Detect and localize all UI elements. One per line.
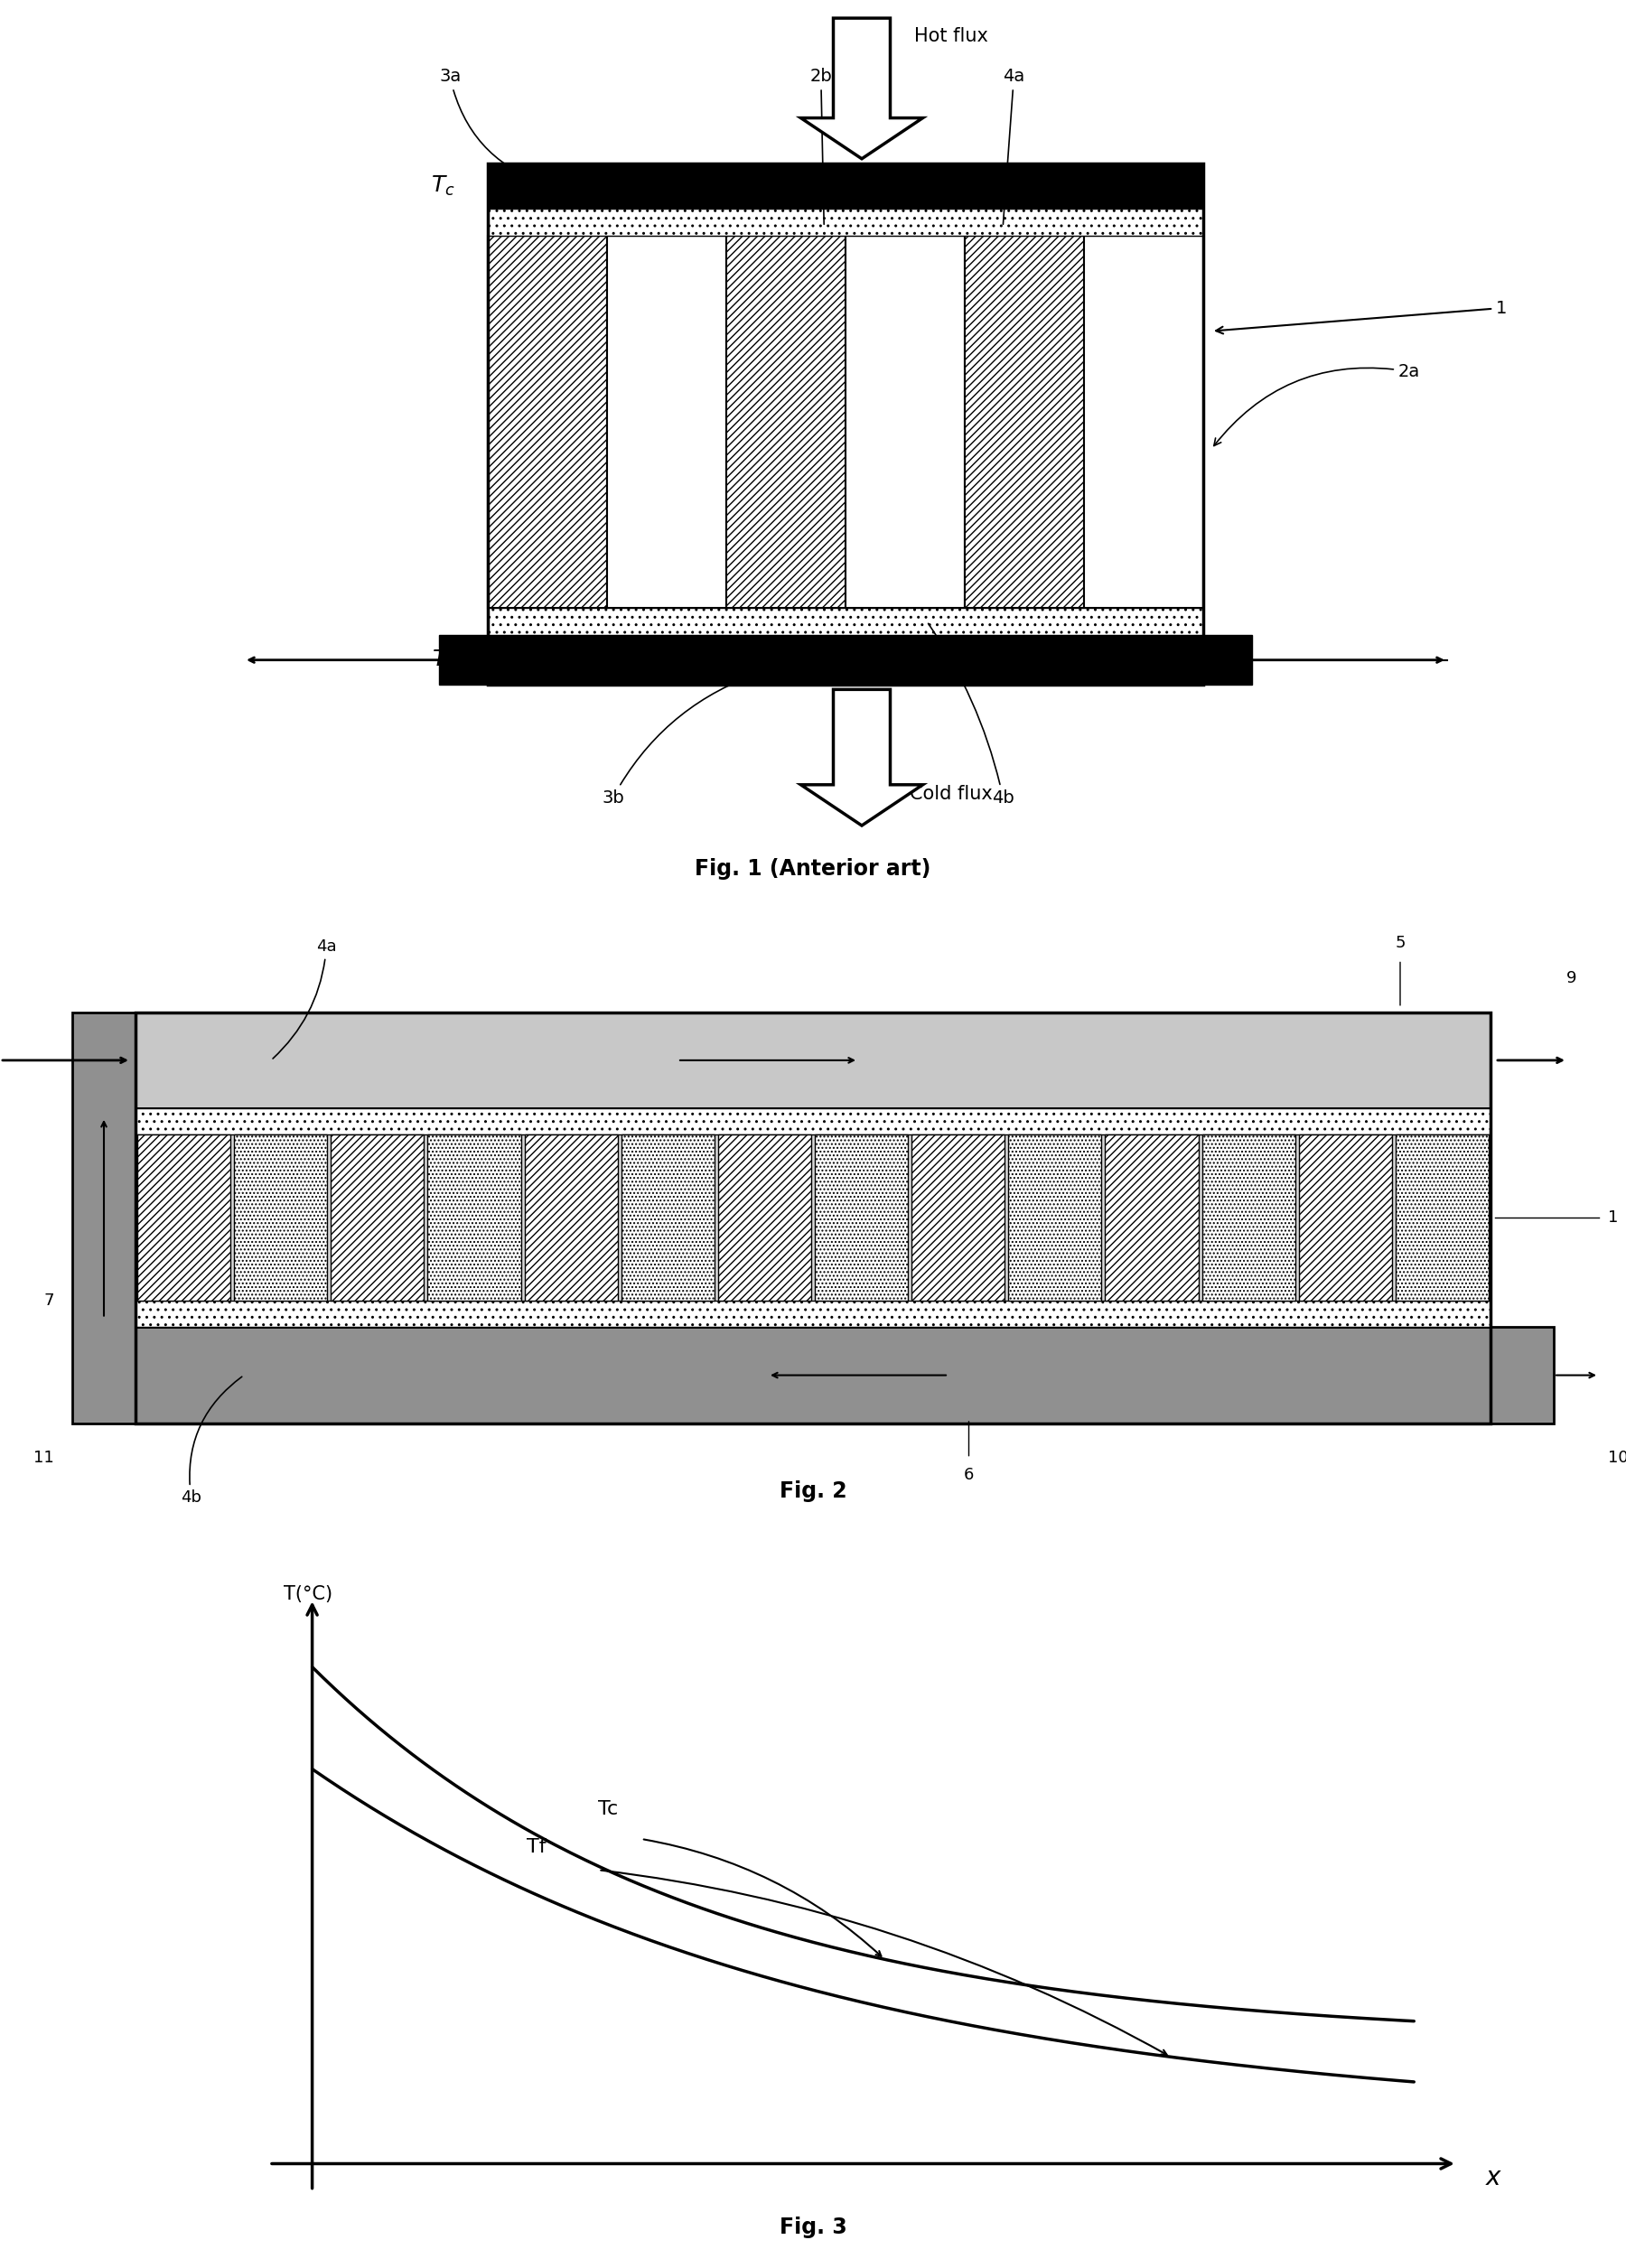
Text: Cold flux: Cold flux bbox=[911, 785, 992, 803]
Text: 4a: 4a bbox=[273, 939, 337, 1059]
Text: Fig. 1 (Anterior art): Fig. 1 (Anterior art) bbox=[694, 857, 932, 880]
Text: 11: 11 bbox=[34, 1449, 54, 1465]
Text: 4b: 4b bbox=[180, 1377, 242, 1506]
Text: Tf: Tf bbox=[527, 1839, 546, 1857]
Text: T(°C): T(°C) bbox=[283, 1585, 332, 1603]
Bar bbox=[1491, 1327, 1554, 1424]
Bar bbox=[135, 1109, 1491, 1134]
Text: 10: 10 bbox=[1608, 1449, 1626, 1465]
Bar bbox=[525, 1134, 618, 1302]
Bar bbox=[135, 1302, 1491, 1327]
Bar bbox=[815, 1134, 907, 1302]
Text: 3b: 3b bbox=[602, 671, 763, 807]
Bar bbox=[137, 1134, 231, 1302]
Bar bbox=[488, 236, 606, 608]
Bar bbox=[439, 635, 1252, 685]
Bar bbox=[488, 209, 1203, 236]
Bar bbox=[964, 236, 1085, 608]
Text: 4b: 4b bbox=[928, 624, 1015, 807]
Bar bbox=[621, 1134, 714, 1302]
Bar bbox=[1085, 236, 1203, 608]
Bar bbox=[1008, 1134, 1101, 1302]
Bar bbox=[135, 1327, 1491, 1424]
Text: $T_c$: $T_c$ bbox=[431, 175, 455, 197]
Text: 7: 7 bbox=[44, 1293, 54, 1309]
Bar bbox=[330, 1134, 424, 1302]
Text: 2a: 2a bbox=[1215, 363, 1419, 447]
Text: x: x bbox=[1486, 2164, 1501, 2191]
Text: 9: 9 bbox=[1566, 971, 1577, 987]
Bar bbox=[719, 1134, 811, 1302]
Bar bbox=[1395, 1134, 1489, 1302]
Bar bbox=[135, 1109, 1491, 1327]
Text: 5: 5 bbox=[1395, 934, 1405, 950]
Polygon shape bbox=[800, 689, 924, 826]
Text: 6: 6 bbox=[964, 1467, 974, 1483]
Text: 4a: 4a bbox=[1003, 68, 1024, 225]
Text: $T_f$: $T_f$ bbox=[433, 649, 455, 671]
Bar bbox=[846, 236, 964, 608]
Text: 1: 1 bbox=[1608, 1209, 1618, 1227]
Bar bbox=[488, 163, 1203, 685]
Bar bbox=[234, 1134, 327, 1302]
Bar bbox=[1106, 1134, 1198, 1302]
Bar bbox=[912, 1134, 1005, 1302]
Text: Fig. 2: Fig. 2 bbox=[779, 1481, 847, 1501]
Bar bbox=[606, 236, 727, 608]
Bar bbox=[488, 163, 1203, 209]
Polygon shape bbox=[800, 18, 924, 159]
Bar bbox=[1202, 1134, 1296, 1302]
Text: 3a: 3a bbox=[439, 68, 551, 186]
Text: Hot flux: Hot flux bbox=[914, 27, 989, 45]
Text: 1: 1 bbox=[1216, 299, 1507, 333]
Text: 2b: 2b bbox=[810, 68, 833, 225]
Bar bbox=[1299, 1134, 1392, 1302]
Bar bbox=[727, 236, 846, 608]
Bar bbox=[72, 1012, 135, 1424]
Bar bbox=[488, 608, 1203, 635]
Text: Fig. 3: Fig. 3 bbox=[779, 2216, 847, 2239]
Text: Tc: Tc bbox=[598, 1801, 618, 1819]
Bar bbox=[428, 1134, 520, 1302]
Bar bbox=[135, 1012, 1491, 1109]
Bar bbox=[135, 1012, 1491, 1424]
